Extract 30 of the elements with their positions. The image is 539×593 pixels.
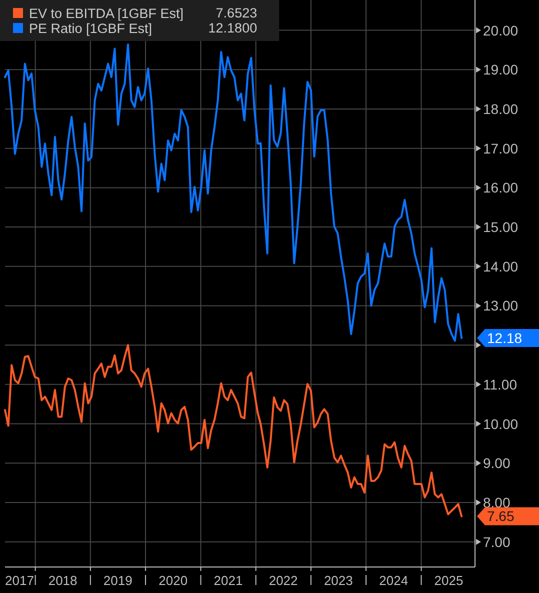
y-tick-label: 17.00 (483, 140, 518, 156)
y-tick-label: 18.00 (483, 100, 518, 117)
legend-label: EV to EBITDA [1GBF Est] (29, 6, 184, 20)
y-tick-label: 15.00 (483, 219, 518, 236)
y-tick-label: 10.00 (483, 416, 518, 432)
x-tick-label: 2025 (434, 573, 464, 588)
data-label: 7.65 (487, 508, 514, 524)
x-tick-label: 2024 (379, 573, 408, 588)
y-tick-label: 11.00 (483, 376, 518, 392)
y-tick-label: 7.00 (483, 534, 510, 550)
line-series (4, 43, 463, 342)
annotation: 12.1800 (208, 20, 258, 36)
x-tick-label: 2023 (324, 573, 353, 588)
y-tick-label: 9.00 (483, 455, 510, 472)
x-tick-label: 2022 (268, 573, 298, 588)
x-tick-label: 2017 (5, 573, 34, 588)
y-tick-label: 20.00 (483, 22, 518, 38)
annotation: 7.6523 (216, 6, 258, 20)
x-tick-label: 2020 (158, 573, 188, 588)
y-tick-label: 19.00 (483, 62, 518, 78)
y-tick-label: 13.00 (483, 298, 518, 314)
y-tick-label: 8.00 (483, 494, 510, 510)
x-tick-label: 2019 (103, 573, 132, 588)
legend-label: PE Ratio [1GBF Est] (29, 20, 152, 36)
y-tick-label: 14.00 (483, 258, 518, 274)
line-series (4, 344, 463, 518)
y-tick-label: 16.00 (483, 180, 518, 196)
x-tick-label: 2021 (214, 573, 243, 588)
x-tick-label: 2018 (48, 573, 78, 588)
data-label: 12.18 (487, 330, 522, 346)
